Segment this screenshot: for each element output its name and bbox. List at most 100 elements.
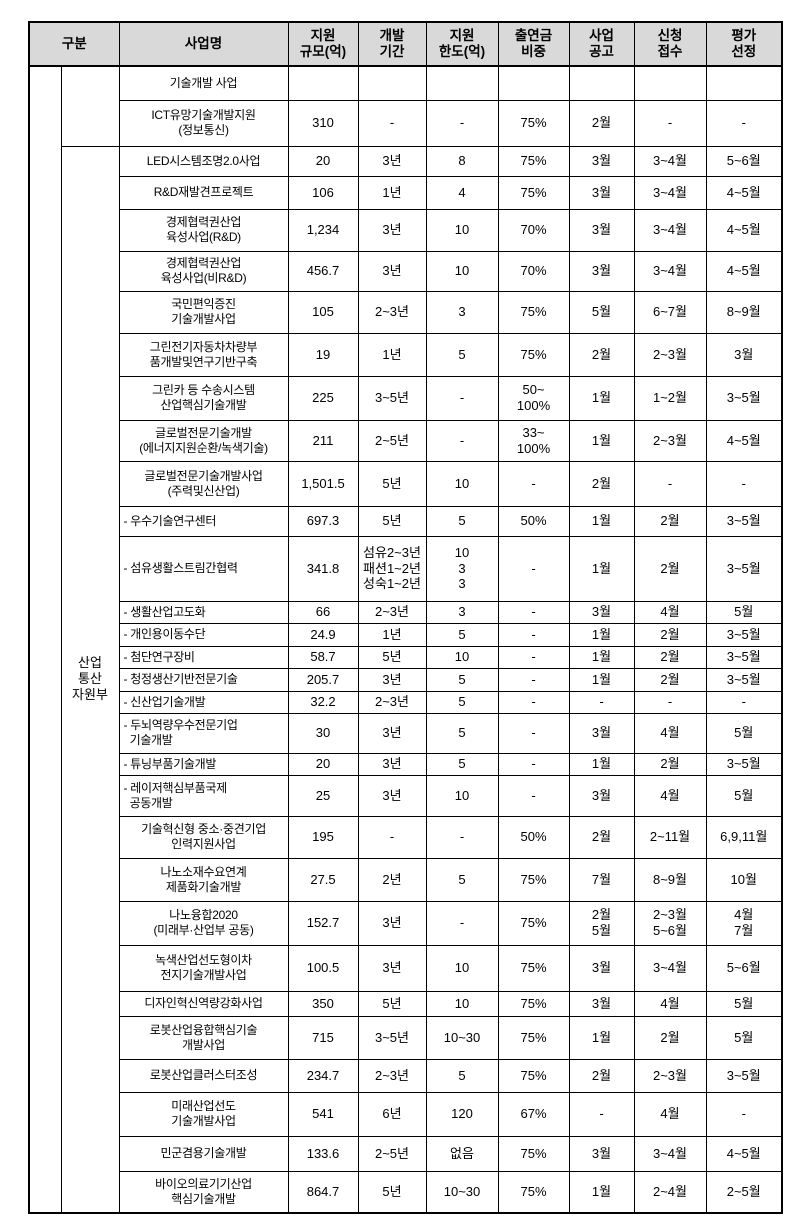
cell-name: 그린전기자동차차량부 품개발및연구기반구축 <box>118 332 289 377</box>
cell-limit: 5 <box>425 690 499 714</box>
cell-notice: 1월 <box>568 419 635 462</box>
header-period: 개발 기간 <box>357 21 427 67</box>
cell-limit: 10 <box>425 645 499 669</box>
table-row: 민군겸용기술개발 133.6 2~5년 없음 75% 3월 3~4월 4~5월 <box>29 1135 783 1172</box>
cell-notice: 3월 <box>568 208 635 252</box>
cell-ratio: 70% <box>497 250 570 292</box>
cell-name: - 레이저핵심부품국제 공동개발 <box>118 774 289 817</box>
cell-limit: 120 <box>425 1091 499 1137</box>
cell-notice: 3월 <box>568 250 635 292</box>
cell-scale: 100.5 <box>287 944 359 992</box>
cell-period: 3년 <box>357 250 427 292</box>
cell-period: 2~5년 <box>357 419 427 462</box>
cell-period: 3년 <box>357 712 427 754</box>
cell-notice: 3월 <box>568 944 635 992</box>
cell-name: 민군겸용기술개발 <box>118 1135 289 1172</box>
cell-eval: 5월 <box>705 990 783 1017</box>
cell-ratio: 75% <box>497 990 570 1017</box>
cell-eval: 5~6월 <box>705 944 783 992</box>
cell-scale: 310 <box>287 99 359 147</box>
cell-apply: 2~4월 <box>633 1170 707 1214</box>
cell-limit: 10 3 3 <box>425 535 499 602</box>
cell-eval: 3~5월 <box>705 375 783 421</box>
cell-ratio: - <box>497 712 570 754</box>
header-name: 사업명 <box>118 21 289 67</box>
cell-limit: - <box>425 815 499 859</box>
cell-scale: 864.7 <box>287 1170 359 1214</box>
cell-limit: 10 <box>425 944 499 992</box>
cell-notice: 3월 <box>568 712 635 754</box>
cell-apply: 6~7월 <box>633 290 707 334</box>
cell-ratio: 75% <box>497 290 570 334</box>
cell-apply: 1~2월 <box>633 375 707 421</box>
cell-notice: 2월 <box>568 1058 635 1093</box>
header-notice: 사업 공고 <box>568 21 635 67</box>
cell-ratio: 75% <box>497 857 570 902</box>
cell-eval: 3~5월 <box>705 622 783 647</box>
cell-name: - 첨단연구장비 <box>118 645 289 669</box>
cell-eval: 4~5월 <box>705 1135 783 1172</box>
cell-period: 5년 <box>357 645 427 669</box>
cell-scale: 350 <box>287 990 359 1017</box>
cell-limit: 5 <box>425 622 499 647</box>
cell-apply: 2월 <box>633 622 707 647</box>
cell-ratio: 75% <box>497 332 570 377</box>
cell-eval: - <box>705 690 783 714</box>
cell-notice: 3월 <box>568 175 635 210</box>
cell-eval: 2~5월 <box>705 1170 783 1214</box>
cell-ratio <box>497 65 570 101</box>
cell-ratio: 75% <box>497 1135 570 1172</box>
cell-limit: 4 <box>425 175 499 210</box>
cell-name: 그린카 등 수송시스템 산업핵심기술개발 <box>118 375 289 421</box>
gubun-group1-cell <box>60 65 120 147</box>
table-row: 나노융합2020 (미래부·산업부 공동) 152.7 3년 -75% 2월 5월 2~3… <box>29 900 783 946</box>
cell-eval: 3~5월 <box>705 1058 783 1093</box>
cell-scale: 19 <box>287 332 359 377</box>
cell-ratio: 75% <box>497 1015 570 1060</box>
cell-period: 3년 <box>357 774 427 817</box>
cell-period: 5년 <box>357 990 427 1017</box>
table-row: 경제협력권산업 육성사업(R&D) 1,234 3년 10 70% 3월 3~4월 4~5월 <box>29 208 783 252</box>
cell-apply: 3~4월 <box>633 175 707 210</box>
cell-limit: 3 <box>425 600 499 624</box>
cell-name: 바이오의료기기산업 핵심기술개발 <box>118 1170 289 1214</box>
table-body: 기술개발 사업 ICT유망기술개발지원 (정보통신) 310- -75% 2월 - - 산업 … <box>28 65 783 1214</box>
cell-notice: 1월 <box>568 1015 635 1060</box>
cell-apply: 4월 <box>633 1091 707 1137</box>
cell-name: - 청정생산기반전문기술 <box>118 667 289 692</box>
cell-eval: 4~5월 <box>705 419 783 462</box>
cell-limit: 10 <box>425 774 499 817</box>
table-row: 글로벌전문기술개발 (에너지지원순환/녹색기술) 211 2~5년 -33~ 100%… <box>29 419 783 462</box>
cell-name: 기술혁신형 중소·중견기업 인력지원사업 <box>118 815 289 859</box>
table-row: 글로벌전문기술개발사업 (주력및신산업) 1,501.5 5년 10-2월 - - <box>29 460 783 507</box>
gubun-group2-cell: 산업 통산 자원부 <box>60 145 120 1214</box>
cell-limit: 10 <box>425 250 499 292</box>
cell-period: 2~5년 <box>357 1135 427 1172</box>
cell-scale: 133.6 <box>287 1135 359 1172</box>
cell-notice: 1월 <box>568 752 635 776</box>
cell-ratio: - <box>497 774 570 817</box>
program-table: 구분 사업명 지원 규모(억) 개발 기간 지원 한도(억) 출연금 비중 사업 공고 신청 … <box>28 21 783 1214</box>
cell-ratio: - <box>497 460 570 507</box>
cell-eval: 5월 <box>705 1015 783 1060</box>
cell-name: 국민편익증진 기술개발사업 <box>118 290 289 334</box>
cell-ratio: - <box>497 535 570 602</box>
cell-eval: 3월 <box>705 332 783 377</box>
table-row: 그린전기자동차차량부 품개발및연구기반구축 19 1년 5 75% 2월 2~3월 3월 <box>29 332 783 377</box>
cell-period: 2~3년 <box>357 1058 427 1093</box>
cell-eval: 3~5월 <box>705 535 783 602</box>
table-row: - 우수기술연구센터 697.3 5년 5 50% 1월 2월 3~5월 <box>29 505 783 537</box>
cell-ratio: 75% <box>497 944 570 992</box>
table-row: - 튜닝부품기술개발 20 3년 5-1월 2월 3~5월 <box>29 752 783 776</box>
cell-name: - 생활산업고도화 <box>118 600 289 624</box>
cell-name: - 섬유생활스트림간협력 <box>118 535 289 602</box>
cell-period: 2~3년 <box>357 600 427 624</box>
cell-notice: 1월 <box>568 535 635 602</box>
cell-scale <box>287 65 359 101</box>
cell-eval: 5~6월 <box>705 145 783 177</box>
cell-notice: 1월 <box>568 375 635 421</box>
cell-notice: 1월 <box>568 1170 635 1214</box>
cell-apply: 2월 <box>633 505 707 537</box>
cell-name: ICT유망기술개발지원 (정보통신) <box>118 99 289 147</box>
table-row: 로봇산업융합핵심기술 개발사업 715 3~5년 10~30 75% 1월 2월 5월 <box>29 1015 783 1060</box>
